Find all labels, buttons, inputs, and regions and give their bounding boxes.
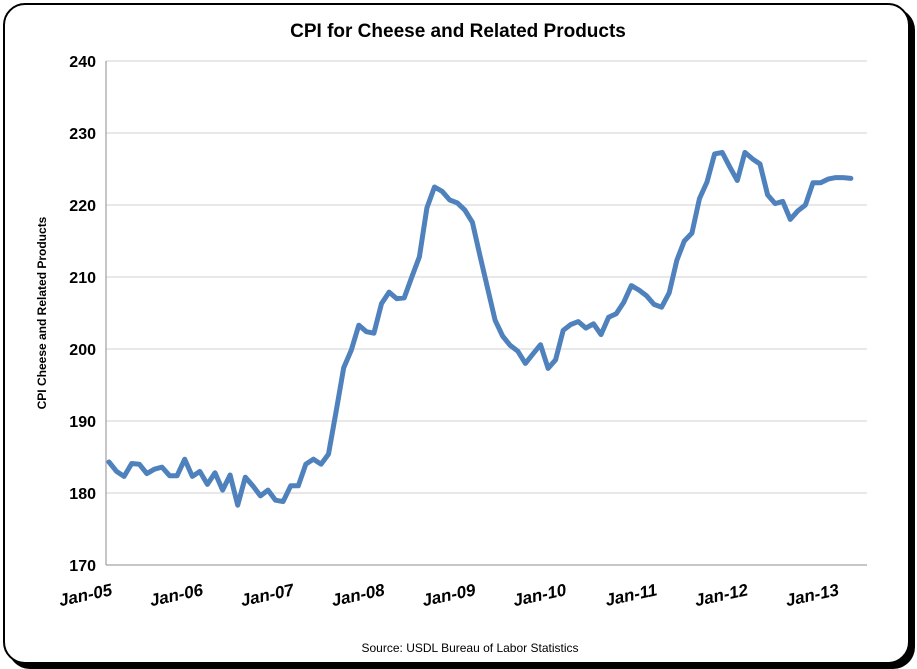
x-tick-labels: Jan-05 Jan-06 Jan-07 Jan-08 Jan-09 Jan-10 Jan-… [57, 580, 841, 610]
x-tick-label: Jan-10 [511, 580, 568, 610]
chart-frame [3, 3, 910, 664]
x-tick-label: Jan-06 [148, 580, 205, 610]
series-line [106, 149, 854, 508]
y-tick-labels: 170 180 190 200 210 220 230 240 [69, 54, 96, 575]
y-tick-label: 220 [69, 198, 96, 215]
x-tick-label: Jan-05 [57, 580, 114, 610]
x-tick-label: Jan-07 [239, 580, 297, 610]
x-tick-label: Jan-08 [330, 580, 387, 610]
y-tick-label: 190 [69, 414, 96, 431]
y-tick-label: 240 [69, 54, 96, 71]
y-tick-label: 170 [69, 558, 96, 575]
y-tick-label: 210 [69, 270, 96, 287]
y-tick-label: 230 [69, 126, 96, 143]
x-tick-label: Jan-09 [421, 580, 478, 610]
chart-title: CPI for Cheese and Related Products [290, 21, 626, 42]
source-note: Source: USDL Bureau of Labor Statistics [362, 641, 579, 655]
y-axis-label: CPI Cheese and Related Products [35, 216, 49, 409]
x-tick-label: Jan-12 [693, 580, 750, 610]
x-tick-label: Jan-13 [784, 580, 841, 610]
y-tick-label: 180 [69, 486, 96, 503]
y-tick-label: 200 [69, 342, 96, 359]
x-tick-label: Jan-11 [603, 580, 658, 610]
